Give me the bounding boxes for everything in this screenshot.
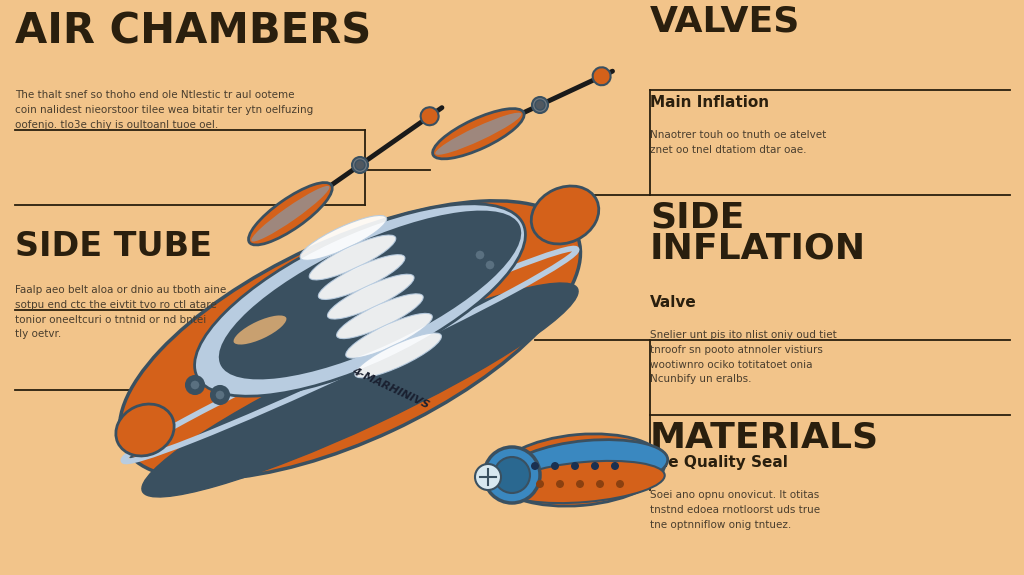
Circle shape <box>616 480 624 488</box>
Ellipse shape <box>232 315 288 346</box>
Ellipse shape <box>421 108 438 125</box>
Circle shape <box>215 390 225 400</box>
Ellipse shape <box>120 201 581 479</box>
Circle shape <box>485 260 495 270</box>
Text: Snelier unt pis ito nlist oniy oud tiet
tnroofr sn pooto atnnoler vistiurs
wooti: Snelier unt pis ito nlist oniy oud tiet … <box>650 330 837 385</box>
Circle shape <box>484 447 540 503</box>
Circle shape <box>186 376 204 394</box>
Ellipse shape <box>435 113 521 155</box>
Ellipse shape <box>309 235 396 280</box>
Circle shape <box>211 386 229 404</box>
Circle shape <box>223 348 237 362</box>
Ellipse shape <box>593 67 610 85</box>
Circle shape <box>355 160 365 170</box>
Ellipse shape <box>142 283 579 497</box>
Circle shape <box>571 462 579 470</box>
Ellipse shape <box>251 186 330 241</box>
Text: Soei ano opnu onovicut. It otitas
tnstnd edoea rnotloorst uds true
tne optnniflo: Soei ano opnu onovicut. It otitas tnstnd… <box>650 490 820 530</box>
Circle shape <box>471 246 489 264</box>
Ellipse shape <box>328 274 414 319</box>
Circle shape <box>475 250 485 260</box>
Text: Nnaotrer touh oo tnuth oe atelvet
znet oo tnel dtatiom dtar oae.: Nnaotrer touh oo tnuth oe atelvet znet o… <box>650 130 826 155</box>
Circle shape <box>551 462 559 470</box>
Text: the Quality Seal: the Quality Seal <box>650 455 787 470</box>
Circle shape <box>575 480 584 488</box>
Circle shape <box>611 462 618 470</box>
Ellipse shape <box>355 333 441 378</box>
Text: 4-MARHINIVS: 4-MARHINIVS <box>350 366 430 411</box>
Circle shape <box>494 457 530 493</box>
Ellipse shape <box>346 313 432 358</box>
Text: SIDE TUBE: SIDE TUBE <box>15 230 212 263</box>
Ellipse shape <box>352 157 368 173</box>
Ellipse shape <box>337 294 423 339</box>
Text: Main Inflation: Main Inflation <box>650 95 769 110</box>
Ellipse shape <box>195 204 525 396</box>
Ellipse shape <box>318 255 404 300</box>
Ellipse shape <box>532 97 548 113</box>
Text: Faalp aeo belt aloa or dnio au tboth aine
sotpu end ctc the eivtit tvo ro ctl at: Faalp aeo belt aloa or dnio au tboth ain… <box>15 285 226 339</box>
Ellipse shape <box>219 210 521 380</box>
Text: MATERIALS: MATERIALS <box>650 420 880 454</box>
Text: Valve: Valve <box>650 295 696 310</box>
Ellipse shape <box>531 186 599 244</box>
Text: VALVES: VALVES <box>650 5 801 39</box>
Ellipse shape <box>508 440 668 492</box>
Text: SIDE
INFLATION: SIDE INFLATION <box>650 200 866 265</box>
Text: The thalt snef so thoho end ole Ntlestic tr aul ooteme
coin nalidest nieorstoor : The thalt snef so thoho end ole Ntlestic… <box>15 90 313 129</box>
Circle shape <box>481 256 499 274</box>
Ellipse shape <box>496 434 665 506</box>
Ellipse shape <box>249 182 332 245</box>
Circle shape <box>190 380 200 390</box>
Circle shape <box>536 480 544 488</box>
Ellipse shape <box>475 464 501 490</box>
Circle shape <box>531 462 539 470</box>
Ellipse shape <box>505 461 665 503</box>
Text: AIR CHAMBERS: AIR CHAMBERS <box>15 10 372 52</box>
Circle shape <box>535 100 545 110</box>
Ellipse shape <box>116 404 174 456</box>
Ellipse shape <box>300 216 387 260</box>
Circle shape <box>556 480 564 488</box>
Circle shape <box>591 462 599 470</box>
Circle shape <box>596 480 604 488</box>
Ellipse shape <box>432 109 524 159</box>
